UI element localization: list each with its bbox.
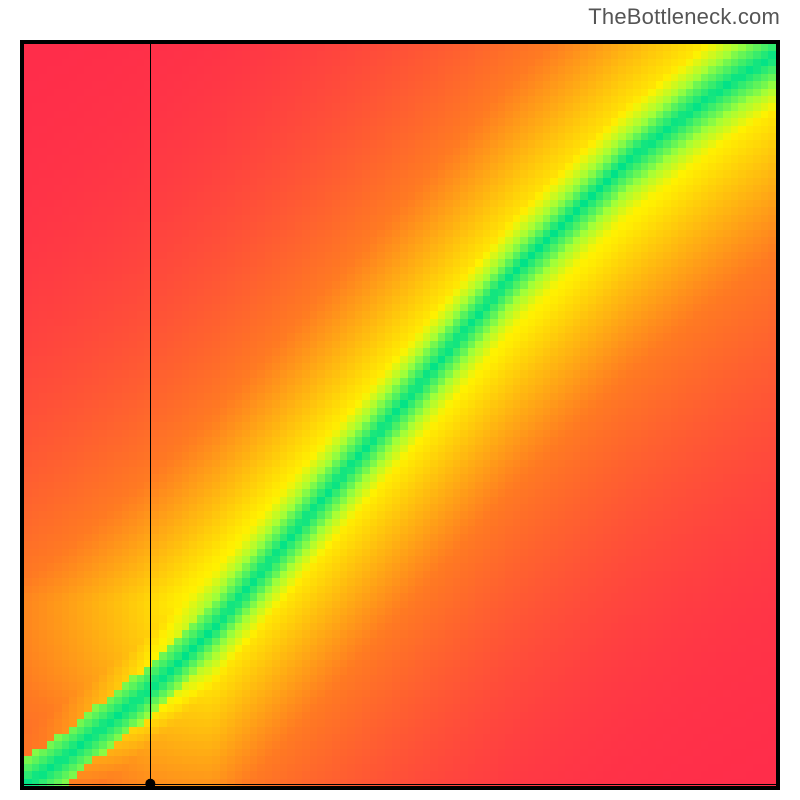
watermark-text: TheBottleneck.com bbox=[588, 4, 780, 30]
bottleneck-heatmap bbox=[20, 40, 780, 790]
